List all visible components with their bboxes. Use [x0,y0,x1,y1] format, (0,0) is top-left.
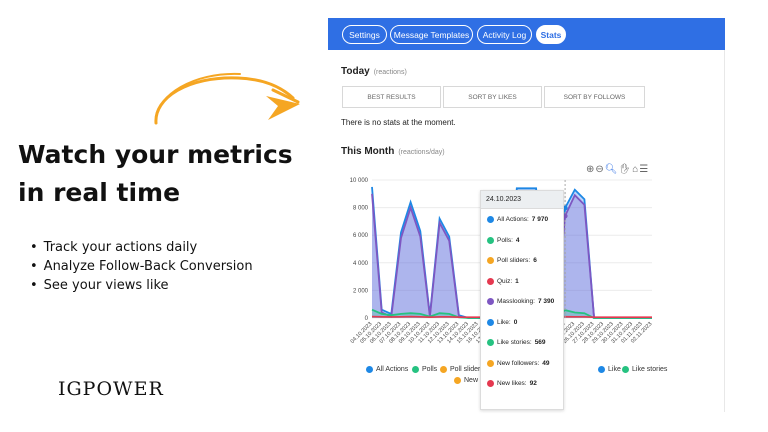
stats-panel: Settings Message Templates Activity Log … [328,18,725,412]
series-area [372,193,652,318]
month-title-text: This Month [341,146,395,157]
headline: Watch your metrics in real time [18,136,318,212]
tooltip-row: All Actions: 7 970 [487,216,548,223]
magnify-icon[interactable]: 🔍︎ [604,164,619,175]
today-subtitle: (reactions) [373,69,407,76]
tooltip-dot [487,216,494,223]
legend-label: Like stories [632,366,668,373]
tooltip-dot [487,236,494,244]
y-tick-label: 4 000 [353,261,369,267]
tooltip-dot [487,380,494,387]
tooltip-label: Polls: [497,236,513,244]
tooltip-value: 569 [534,339,546,346]
feature-list: Track your actions daily Analyze Follow-… [30,238,253,295]
best-results-button[interactable]: BEST RESULTS [342,86,441,108]
tooltip-date: 24.10.2023 [481,191,563,209]
tooltip-row: Like stories: 569 [487,339,546,346]
tab-bar: Settings Message Templates Activity Log … [328,18,725,50]
legend-label: Polls [422,366,438,373]
brand-logo: IGPOWER [58,378,164,400]
legend-item[interactable]: Like stories [622,366,667,373]
tooltip-dot [487,359,494,367]
empty-message: There is no stats at the moment. [341,118,456,127]
y-tick-label: 8 000 [353,206,369,212]
legend-dot [412,366,419,373]
legend-item[interactable]: Like [598,366,621,373]
legend-item[interactable]: Polls [412,366,437,373]
tooltip-row: Polls: 4 [487,236,520,244]
feature-item: Track your actions daily [30,238,253,257]
tooltip-row: Masslooking: 7 390 [487,298,554,305]
tooltip-label: Quiz: [497,277,513,285]
headline-line-1: Watch your metrics [18,140,293,169]
sort-by-follows-button[interactable]: SORT BY FOLLOWS [544,86,645,108]
tab-message-templates[interactable]: Message Templates [390,25,473,44]
zoom-out-icon[interactable]: ⊖ [595,164,605,175]
headline-line-2: in real time [18,178,181,207]
chart-toolbar: ⊕⊖🔍︎✋︎⌂☰ [586,164,649,175]
home-icon[interactable]: ⌂ [632,164,640,175]
legend-dot [598,366,605,373]
pan-hand-icon[interactable]: ✋︎ [618,164,633,175]
tooltip-row: Poll sliders: 6 [487,257,537,264]
tooltip-dot [487,277,494,285]
y-tick-label: 2 000 [353,288,369,294]
tooltip-label: Poll sliders: [497,257,531,264]
feature-item: See your views like [30,276,253,295]
menu-icon[interactable]: ☰ [639,164,650,175]
chart-tooltip: 24.10.2023 All Actions: 7 970 Polls: 4 Poll … [480,190,564,410]
series-area [372,309,652,318]
tooltip-value: 92 [529,380,537,387]
arrow-icon [154,72,300,125]
month-title: This Month (reactions/day) [341,146,445,157]
sort-by-likes-button[interactable]: SORT BY LIKES [443,86,542,108]
tooltip-row: Quiz: 1 [487,277,519,285]
legend-item[interactable]: Poll sliders [440,366,484,373]
tooltip-row: New likes: 92 [487,380,537,387]
tab-stats[interactable]: Stats [536,25,566,44]
tooltip-value: 7 970 [531,216,549,223]
tooltip-value: 7 390 [537,298,555,305]
tooltip-label: Like stories: [497,339,532,346]
legend-item[interactable]: New f [454,377,482,384]
tooltip-value: 4 [515,236,520,244]
tooltip-label: Like: [497,318,511,326]
tooltip-value: 1 [515,277,519,285]
tooltip-row: Like: 0 [487,318,518,326]
tab-activity-log[interactable]: Activity Log [477,25,532,44]
series-area [372,186,652,318]
y-tick-label: 6 000 [353,233,369,239]
feature-item: Analyze Follow-Back Conversion [30,257,253,276]
tooltip-value: 0 [513,318,518,326]
tab-settings[interactable]: Settings [342,25,387,44]
tooltip-label: New followers: [497,359,540,367]
zoom-in-icon[interactable]: ⊕ [586,164,596,175]
tooltip-label: All Actions: [497,216,529,223]
legend-dot [454,377,461,384]
legend-item[interactable]: All Actions [366,366,408,373]
tooltip-row: New followers: 49 [487,359,550,367]
month-subtitle: (reactions/day) [398,149,445,156]
legend-label: Like [608,366,621,373]
tooltip-dot [487,318,494,326]
tooltip-label: New likes: [497,380,527,387]
tooltip-dot [487,257,494,264]
today-title-text: Today [341,66,370,77]
legend-dot [440,366,447,373]
legend-dot [366,366,373,373]
tooltip-value: 6 [533,257,537,264]
tooltip-dot [487,339,494,346]
today-title: Today (reactions) [341,66,407,77]
legend-label: New f [464,377,482,384]
legend-label: Poll sliders [450,366,484,373]
tooltip-label: Masslooking: [497,298,535,305]
tooltip-dot [487,298,494,305]
legend-dot [622,366,629,373]
legend-label: All Actions [376,366,409,373]
y-tick-label: 0 [365,316,369,322]
y-tick-label: 10 000 [350,178,369,184]
tooltip-value: 49 [542,359,550,367]
